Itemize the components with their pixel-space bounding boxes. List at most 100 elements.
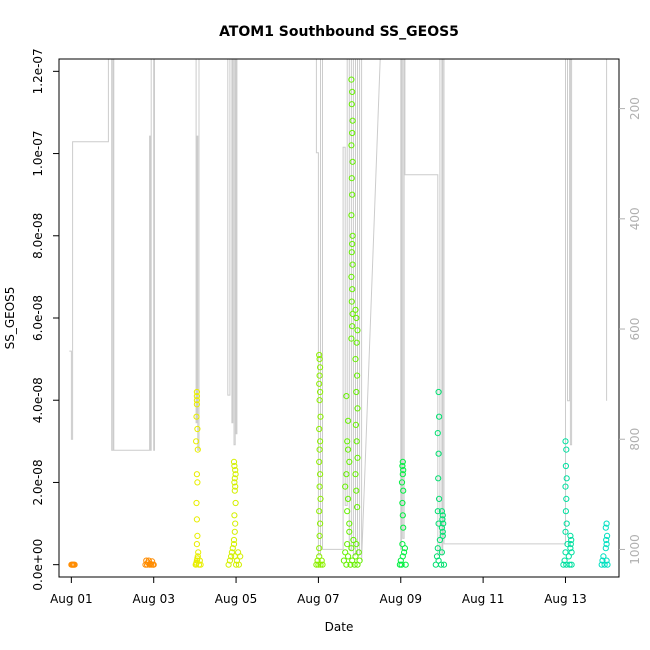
data-point — [353, 438, 360, 445]
data-point — [434, 430, 441, 437]
data-point — [349, 88, 356, 96]
data-point — [355, 549, 362, 556]
data-point — [230, 458, 238, 465]
data-point — [356, 557, 363, 564]
data-point — [436, 413, 443, 420]
plot-frame — [58, 58, 620, 578]
data-point — [231, 475, 238, 482]
y-tick-label: 1.0e-07 — [31, 131, 45, 177]
data-point — [352, 421, 359, 428]
data-point — [568, 536, 575, 544]
data-point — [352, 306, 359, 313]
data-point — [353, 487, 360, 494]
data-point — [193, 397, 200, 404]
data-point — [316, 397, 323, 404]
data-point — [316, 483, 323, 490]
data-point — [349, 191, 356, 198]
data-point — [598, 561, 605, 568]
data-point — [401, 549, 408, 556]
data-point — [232, 499, 239, 507]
data-point — [563, 495, 570, 502]
data-point — [435, 520, 442, 527]
data-point — [317, 413, 324, 420]
data-point — [193, 499, 200, 507]
data-point — [319, 561, 326, 568]
data-point — [567, 532, 574, 540]
chart-title: ATOM1 Southbound SS_GEOS5 — [219, 24, 459, 40]
data-point — [231, 512, 238, 519]
data-point — [603, 536, 610, 544]
data-point — [567, 545, 574, 552]
data-point — [348, 273, 355, 280]
data-point — [193, 541, 200, 548]
data-point — [400, 467, 407, 474]
data-point — [71, 561, 78, 568]
data-point — [602, 524, 609, 531]
data-point — [348, 335, 355, 342]
data-point — [398, 561, 405, 568]
data-point — [349, 129, 356, 137]
data-point — [342, 483, 349, 490]
x-axis: Aug 01 Aug 03 Aug 05 Aug 07 Aug 09 Aug 11 Aug … — [50, 577, 587, 606]
x-tick-label: Aug 09 — [380, 592, 423, 606]
data-point — [435, 388, 442, 396]
data-point — [231, 462, 238, 470]
data-point — [193, 393, 200, 400]
data-point — [603, 557, 610, 564]
altitude-trace — [69, 58, 608, 561]
y-tick-label: 2.0e-08 — [31, 459, 45, 505]
data-point — [343, 561, 350, 568]
data-point — [345, 495, 352, 502]
data-point — [345, 446, 352, 453]
x-tick-label: Aug 11 — [462, 592, 505, 606]
data-point — [439, 528, 446, 535]
data-point — [317, 364, 324, 371]
data-point — [399, 541, 406, 548]
right-axis: 200 400 600 800 1000 — [619, 97, 642, 565]
data-point — [316, 532, 323, 540]
data-point — [349, 261, 356, 268]
data-point — [602, 545, 609, 552]
data-point — [349, 240, 356, 248]
data-point — [346, 528, 353, 535]
data-point — [232, 520, 239, 527]
data-point — [317, 495, 324, 502]
data-point — [354, 327, 361, 334]
data-point — [344, 438, 351, 445]
data-point — [402, 561, 409, 568]
data-point — [316, 351, 323, 359]
data-point — [349, 286, 356, 293]
data-point — [225, 561, 232, 568]
data-point — [436, 495, 443, 502]
data-point — [346, 458, 353, 465]
data-point — [193, 413, 200, 420]
y-tick-label: 6.0e-08 — [31, 295, 45, 341]
data-point — [194, 479, 201, 486]
data-point — [348, 249, 355, 256]
data-point — [399, 462, 406, 470]
x-tick-label: Aug 05 — [215, 592, 258, 606]
data-point — [400, 487, 407, 494]
data-point — [353, 388, 360, 396]
data-point — [232, 483, 239, 490]
right-tick-label: 600 — [628, 318, 642, 341]
data-point — [231, 528, 238, 535]
data-point — [562, 528, 569, 535]
data-point — [603, 541, 610, 548]
data-point — [565, 553, 572, 560]
data-point — [568, 561, 575, 568]
data-point — [399, 553, 406, 560]
data-point — [350, 536, 357, 544]
data-point — [348, 212, 355, 219]
data-point — [435, 450, 442, 457]
data-point — [197, 561, 204, 568]
data-point — [318, 557, 325, 564]
data-point — [349, 232, 356, 239]
data-point — [196, 557, 203, 564]
y-tick-label: 1.2e-07 — [31, 48, 45, 94]
data-point — [231, 479, 238, 486]
right-tick-label: 1000 — [628, 534, 642, 565]
data-points — [68, 76, 611, 568]
data-point — [316, 356, 323, 363]
data-point — [567, 541, 574, 548]
